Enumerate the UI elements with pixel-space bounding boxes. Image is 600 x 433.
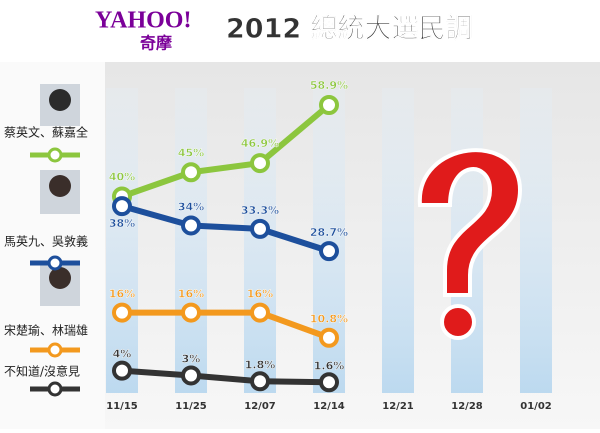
legend-label: 宋楚瑜、林瑞雄 <box>4 323 88 338</box>
photo <box>49 267 71 289</box>
legend-marker <box>47 342 63 358</box>
legend-marker <box>47 381 63 397</box>
data-label: 58.9% <box>310 79 348 92</box>
point <box>181 215 201 236</box>
data-label: 28.7% <box>310 226 348 239</box>
point <box>319 95 339 115</box>
data-label: 40% <box>109 170 135 183</box>
legend-label: 馬英九、吳敦義 <box>4 234 88 249</box>
data-label: 10.8% <box>310 313 348 326</box>
data-label: 46.9% <box>241 137 279 150</box>
point <box>250 218 270 239</box>
series-line <box>121 203 330 254</box>
question-dot <box>440 304 476 340</box>
legend-marker <box>47 255 63 271</box>
x-tick-label: 11/25 <box>175 401 207 412</box>
column-stripe <box>244 88 276 393</box>
data-label: 1.8% <box>245 358 276 371</box>
column-stripe <box>175 88 207 393</box>
point <box>319 372 339 393</box>
logo-sub: 奇摩 <box>140 34 172 53</box>
chart-title: 2012 總統大選民調 <box>226 13 473 45</box>
data-label: 16% <box>109 288 135 301</box>
point <box>181 365 201 386</box>
series-line <box>121 367 330 386</box>
x-tick-label: 12/21 <box>382 401 414 412</box>
data-label: 45% <box>178 146 204 159</box>
header-bg <box>0 0 600 62</box>
data-label: 33.3% <box>241 204 279 217</box>
x-tick-label: 01/02 <box>520 401 552 412</box>
data-label: 4% <box>113 348 132 361</box>
legend-label: 蔡英文、蘇嘉全 <box>4 125 88 140</box>
photo <box>49 89 71 111</box>
legend-label: 不知道/沒意見 <box>4 364 80 379</box>
point <box>112 360 132 381</box>
point <box>250 371 270 392</box>
column-stripe <box>382 88 414 393</box>
legend-marker <box>47 147 63 163</box>
x-tick-label: 12/07 <box>244 401 276 412</box>
question-mark <box>417 148 523 297</box>
point <box>319 241 339 262</box>
x-tick-label: 11/15 <box>106 401 138 412</box>
series-line <box>121 102 331 200</box>
point <box>112 196 132 217</box>
photos <box>40 84 80 306</box>
x-tick-label: 12/28 <box>451 401 483 412</box>
photo <box>49 175 71 197</box>
data-label: 16% <box>178 288 204 301</box>
data-label: 3% <box>182 352 201 365</box>
point <box>319 327 339 348</box>
data-label: 38% <box>109 217 135 230</box>
point <box>181 162 201 183</box>
series-line <box>122 309 331 341</box>
point <box>250 153 270 174</box>
logo: YAHOO! <box>95 8 191 34</box>
point <box>112 302 132 323</box>
point <box>250 302 270 323</box>
data-label: 1.6% <box>314 359 345 372</box>
x-tick-label: 12/14 <box>313 401 345 412</box>
data-label: 16% <box>247 288 273 301</box>
column-stripe <box>520 88 552 393</box>
data-label: 34% <box>178 200 204 213</box>
column-stripe <box>106 88 138 393</box>
point <box>181 302 201 323</box>
